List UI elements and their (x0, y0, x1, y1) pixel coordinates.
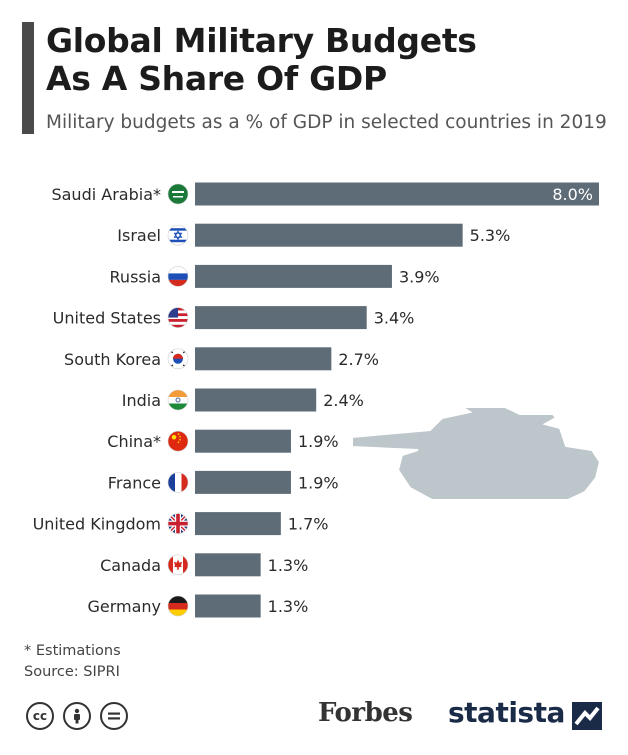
bar[interactable] (195, 594, 261, 618)
category-label: Canada (100, 556, 161, 575)
category-label: Germany (87, 597, 161, 616)
chart-title-line-2: As A Share Of GDP (46, 59, 387, 98)
category-label: France (108, 473, 161, 492)
bar-row: Israel 5.3% (117, 223, 511, 247)
value-label: 1.3% (268, 556, 309, 575)
attribution-icon[interactable] (63, 702, 91, 730)
category-label: China* (107, 432, 161, 451)
source-note: Source: SIPRI (24, 664, 120, 680)
value-label: 3.4% (374, 309, 415, 328)
china-flag-icon (167, 430, 189, 452)
chart-title-line-1: Global Military Budgets (46, 21, 477, 60)
chart-subtitle: Military budgets as a % of GDP in select… (46, 112, 607, 133)
category-label: India (122, 391, 161, 410)
germany-flag-icon (167, 595, 189, 617)
bar-chart: Saudi Arabia* 8.0% Israel 5.3% Russia 3.9% Uni… (33, 182, 602, 618)
category-label: Israel (117, 226, 161, 245)
saudi-arabia-flag-icon (167, 183, 189, 205)
value-label: 1.3% (268, 597, 309, 616)
bar-row: Saudi Arabia* 8.0% (51, 182, 599, 206)
value-label: 3.9% (399, 267, 440, 286)
estimations-note: * Estimations (24, 643, 121, 659)
category-label: United States (53, 309, 161, 328)
bar-row: South Korea 2.7% (64, 347, 379, 371)
title-accent-rule (22, 22, 34, 134)
bar[interactable] (195, 429, 291, 453)
bar[interactable] (195, 223, 463, 247)
bar-row: United Kingdom 1.7% (33, 512, 329, 536)
value-label: 8.0% (552, 185, 593, 204)
bar[interactable] (195, 306, 367, 330)
bar[interactable] (195, 512, 281, 536)
value-label: 5.3% (470, 226, 511, 245)
bar-row: India 2.4% (122, 388, 364, 412)
bar[interactable] (195, 347, 332, 371)
israel-flag-icon (167, 224, 189, 246)
tank-illustration-icon (351, 406, 602, 501)
category-label: Russia (110, 267, 161, 286)
bar-row: Germany 1.3% (87, 594, 309, 618)
bar[interactable] (195, 470, 291, 494)
bar-row: France 1.9% (108, 470, 339, 494)
statista-logo[interactable]: statista (448, 696, 565, 729)
value-label: 2.7% (338, 350, 379, 369)
united-states-flag-icon (167, 307, 189, 328)
chart-title: Global Military Budgets As A Share Of GD… (46, 22, 477, 98)
south-korea-flag-icon (167, 348, 189, 370)
united-kingdom-flag-icon (167, 513, 189, 534)
value-label: 1.7% (288, 515, 329, 534)
india-flag-icon (167, 389, 189, 411)
category-label: Saudi Arabia* (51, 185, 161, 204)
russia-flag-icon (167, 266, 189, 287)
value-label: 2.4% (323, 391, 364, 410)
statista-mark-icon (572, 702, 602, 730)
title-block: Global Military Budgets As A Share Of GD… (22, 22, 612, 140)
creative-commons-icon[interactable]: cc (26, 702, 54, 730)
france-flag-icon (167, 472, 189, 493)
value-label: 1.9% (298, 473, 339, 492)
canada-flag-icon (167, 554, 189, 576)
value-label: 1.9% (298, 432, 339, 451)
bar[interactable] (195, 553, 261, 577)
bar[interactable] (195, 388, 317, 412)
bar[interactable] (195, 264, 392, 288)
bar-row: Canada 1.3% (100, 553, 309, 577)
bar-row: United States 3.4% (53, 306, 415, 330)
bar-row: China* 1.9% (107, 429, 339, 453)
forbes-logo[interactable]: Forbes (318, 698, 413, 728)
no-derivatives-icon[interactable] (100, 702, 128, 730)
category-label: United Kingdom (33, 515, 161, 534)
bar[interactable] (195, 182, 599, 206)
footer: cc Forbes statista (0, 690, 628, 750)
category-label: South Korea (64, 350, 161, 369)
bar-row: Russia 3.9% (110, 264, 440, 288)
chart-notes: * Estimations Source: SIPRI (24, 641, 121, 683)
